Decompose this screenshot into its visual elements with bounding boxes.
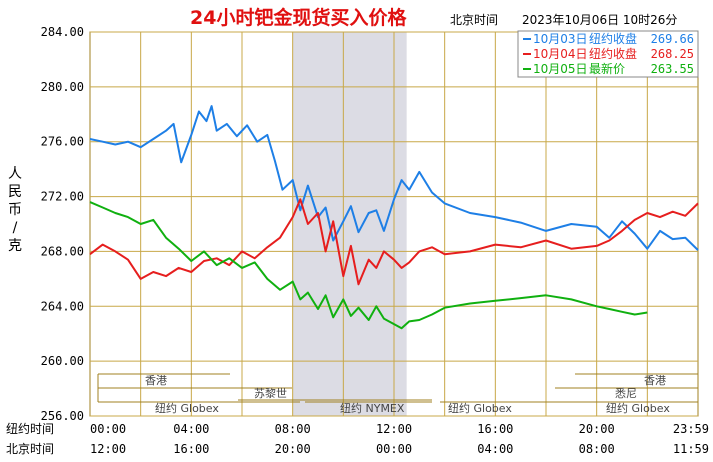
y-tick-label: 268.00: [41, 244, 84, 258]
y-axis-title-char-2: 民: [8, 184, 22, 200]
x-tick-label-bj: 20:00: [275, 442, 311, 456]
y-axis-title-char-3: 币: [8, 202, 22, 218]
x-tick-labels: 00:00 12:00 04:00 16:00 08:00 20:00 12:00 00:00…: [90, 422, 709, 456]
session-sydney: 悉尼: [615, 387, 637, 400]
y-axis-title-char-4: /: [13, 220, 18, 236]
session-ny-globex-3: 纽约 Globex: [606, 401, 670, 415]
legend-box: [517, 30, 699, 78]
grid-lines: [90, 31, 698, 417]
series-line: [89, 201, 648, 330]
session-hongkong: 香港: [145, 374, 167, 387]
x-tick-label-ny: 20:00: [579, 422, 615, 436]
y-tick-label: 264.00: [41, 299, 84, 313]
x-tick-label-bj: 08:00: [579, 442, 615, 456]
legend-value: 263.55: [651, 62, 694, 76]
session-zurich: 苏黎世: [254, 386, 287, 400]
session-hongkong-2: 香港: [644, 374, 666, 387]
y-tick-label: 284.00: [41, 25, 84, 39]
x-tick-label-bj: 11:59: [673, 442, 709, 456]
x-tick-label-ny: 23:59: [673, 422, 709, 436]
x-tick-label-ny: 12:00: [376, 422, 412, 436]
legend-value: 269.66: [651, 32, 694, 46]
timestamp: 2023年10月06日 10时26分: [522, 13, 677, 27]
y-axis-title-char-5: 克: [8, 238, 22, 254]
legend-label: 最新价: [589, 61, 625, 76]
y-tick-label: 276.00: [41, 135, 84, 149]
timezone-label: 北京时间: [450, 13, 498, 27]
y-axis-title-char-1: 人: [8, 166, 22, 182]
x-tick-label-bj: 04:00: [477, 442, 513, 456]
series-line: [89, 198, 699, 286]
x-tick-label-bj: 16:00: [173, 442, 209, 456]
series-lines: [89, 105, 699, 330]
legend-date: 10月05日: [533, 62, 588, 76]
y-tick-label: 272.00: [41, 190, 84, 204]
legend-value: 268.25: [651, 47, 694, 61]
y-tick-label: 260.00: [41, 354, 84, 368]
legend: 10月03日 纽约收盘 269.66 10月04日 纽约收盘 268.25 10月05日 最新…: [517, 30, 699, 78]
y-tick-label: 256.00: [41, 409, 84, 423]
x-tick-label-ny: 08:00: [275, 422, 311, 436]
y-tick-labels: 256.00 260.00 264.00 268.00 272.00 276.00 280.…: [41, 25, 84, 423]
trading-session-shade: [292, 32, 407, 416]
x-tick-label-bj: 12:00: [90, 442, 126, 456]
x-tick-label-bj: 00:00: [376, 442, 412, 456]
x-tick-label-ny: 00:00: [90, 422, 126, 436]
x-tick-label-ny: 16:00: [477, 422, 513, 436]
legend-label: 纽约收盘: [589, 46, 637, 61]
legend-label: 纽约收盘: [589, 31, 637, 46]
session-ny-nymex: 纽约 NYMEX: [340, 401, 405, 415]
ny-time-row-label: 纽约时间: [6, 421, 54, 436]
series-line: [89, 105, 699, 251]
legend-items: 10月03日 纽约收盘 269.66 10月04日 纽约收盘 268.25 10月05日 最新…: [523, 31, 694, 76]
y-tick-label: 280.00: [41, 80, 84, 94]
y-axis-title: 人 民 币 / 克: [8, 166, 22, 254]
session-ny-globex-2: 纽约 Globex: [448, 401, 512, 415]
legend-date: 10月03日: [533, 32, 588, 46]
session-bands: 香港 苏黎世 纽约 Globex 纽约 NYMEX 纽约 Globex 香港 悉…: [97, 373, 698, 415]
legend-date: 10月04日: [533, 47, 588, 61]
x-tick-label-ny: 04:00: [173, 422, 209, 436]
session-ny-globex-1: 纽约 Globex: [155, 401, 219, 415]
chart-title: 24小时钯金现货买入价格: [190, 6, 407, 29]
bj-time-row-label: 北京时间: [6, 442, 54, 456]
